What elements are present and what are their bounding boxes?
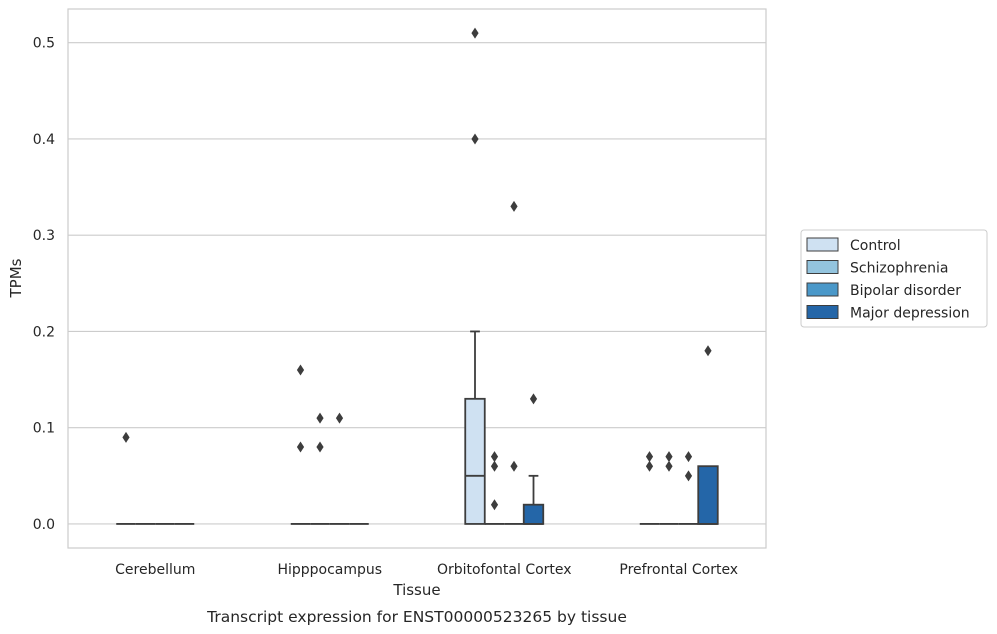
plot-area-frame [67, 8, 767, 549]
outlier-point [490, 460, 499, 472]
box-group [697, 345, 719, 525]
outlier-point [665, 460, 673, 472]
box-group [290, 364, 311, 525]
x-tick-label: Orbitofontal Cortex [437, 562, 572, 578]
legend: Control Schizophrenia Bipolar disorder Majo… [800, 229, 988, 328]
x-tick-label: Prefrontal Cortex [619, 562, 738, 578]
legend-label: Schizophrenia [850, 261, 948, 277]
y-tick-label: 0.0 [33, 517, 55, 533]
legend-swatch [806, 237, 839, 252]
outlier-point [704, 345, 712, 357]
gridlines [68, 42, 766, 525]
outlier-point [684, 470, 693, 482]
y-ticks: 0.0 0.1 0.2 0.3 0.4 0.5 [33, 36, 55, 533]
legend-swatch [806, 282, 839, 297]
box-group [310, 412, 330, 525]
y-tick-label: 0.1 [33, 421, 55, 437]
outlier-point [510, 460, 518, 472]
box-group [464, 27, 486, 525]
y-tick-label: 0.5 [33, 36, 55, 52]
legend-frame [800, 229, 988, 328]
box-group [678, 451, 699, 525]
box-body [464, 397, 486, 525]
chart-caption: Transcript expression for ENST0000052326… [206, 608, 627, 626]
y-tick-label: 0.3 [33, 228, 55, 244]
box-body [697, 465, 719, 525]
legend-label: Major depression [850, 306, 970, 322]
outlier-point [529, 393, 538, 405]
x-axis-label: Tissue [392, 581, 440, 599]
box-group [522, 393, 545, 525]
outlier-point [335, 412, 344, 424]
outlier-point [645, 451, 654, 463]
outlier-point [490, 499, 499, 511]
legend-swatch [806, 305, 839, 319]
outlier-point [316, 412, 324, 424]
outlier-point [296, 364, 305, 376]
legend-label: Control [850, 238, 901, 254]
y-axis-label: TPMs [7, 258, 25, 298]
box-body [522, 503, 545, 525]
x-tick-label: Hipppocampus [277, 562, 382, 578]
y-tick-label: 0.2 [33, 324, 55, 340]
x-ticks: Cerebellum Hipppocampus Orbitofontal Corte… [115, 562, 738, 578]
box-group [484, 451, 505, 525]
y-tick-label: 0.4 [33, 132, 55, 148]
box-group [329, 412, 350, 525]
boxes [116, 27, 719, 525]
box-group [659, 451, 679, 525]
outlier-point [316, 441, 324, 453]
box-group [504, 200, 524, 525]
legend-swatch [806, 260, 839, 274]
outlier-point [471, 133, 479, 145]
box-group [639, 451, 660, 525]
outlier-point [684, 451, 693, 463]
outlier-point [471, 27, 479, 39]
outlier-point [122, 431, 130, 443]
box-group [116, 431, 136, 525]
x-tick-label: Cerebellum [115, 562, 195, 578]
outlier-point [296, 441, 305, 453]
outlier-point [665, 451, 673, 463]
outlier-point [510, 200, 518, 212]
legend-label: Bipolar disorder [850, 283, 961, 299]
outlier-point [645, 460, 654, 472]
outlier-point [490, 451, 499, 463]
